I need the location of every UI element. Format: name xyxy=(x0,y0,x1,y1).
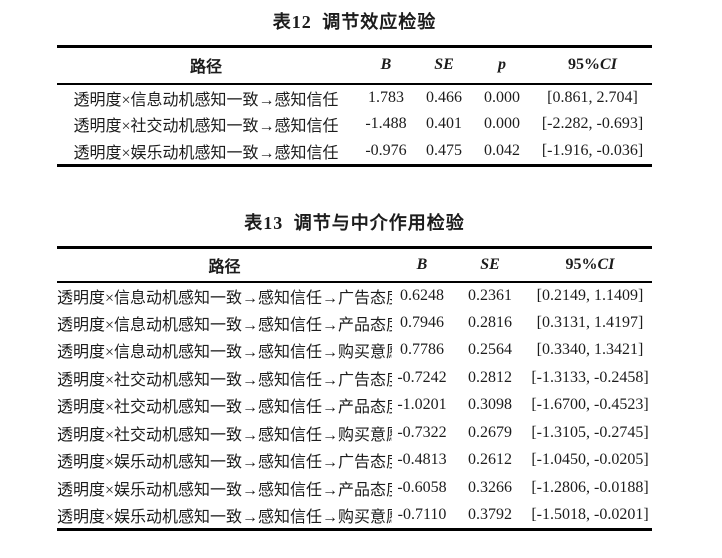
cell-b: -0.976 xyxy=(365,141,407,159)
col-header-se: SE xyxy=(452,248,528,282)
cell-path: 透明度×信息动机感知一致→感知信任→购买意愿 xyxy=(57,344,392,362)
cell-b: 0.7786 xyxy=(400,341,444,359)
table-row: 透明度×娱乐动机感知一致→感知信任 -0.976 0.475 0.042 [-1… xyxy=(57,138,652,166)
cell-b: 0.6248 xyxy=(400,286,444,304)
cell-ci: [-1.6700, -0.4523] xyxy=(531,396,649,414)
cell-path: 透明度×信息动机感知一致→感知信任→产品态度 xyxy=(57,316,392,334)
table-row: 透明度×社交动机感知一致→感知信任→产品态度 -1.0201 0.3098 [-… xyxy=(57,392,652,420)
cell-se: 0.466 xyxy=(426,88,462,106)
col-header-path: 路径 xyxy=(208,258,241,276)
cell-se: 0.2612 xyxy=(468,451,512,469)
table-row: 透明度×信息动机感知一致→感知信任→产品态度 0.7946 0.2816 [0.… xyxy=(57,309,652,337)
table-row: 透明度×信息动机感知一致→感知信任 1.783 0.466 0.000 [0.8… xyxy=(57,84,652,111)
moderation-effect-table: 路径 B SE p 95%CI 透明度×信息动机感知一致→感知信任 1.783 … xyxy=(57,45,652,167)
se-label: SE xyxy=(480,255,500,273)
cell-b: -0.7322 xyxy=(397,423,447,441)
cell-b: -0.7242 xyxy=(397,368,447,386)
cell-ci: [0.3340, 1.3421] xyxy=(536,341,644,359)
cell-b: -0.7110 xyxy=(397,505,447,523)
cell-se: 0.2812 xyxy=(468,368,512,386)
cell-se: 0.2679 xyxy=(468,423,512,441)
table-row: 透明度×娱乐动机感知一致→感知信任→广告态度 -0.4813 0.2612 [-… xyxy=(57,447,652,475)
cell-se: 0.2361 xyxy=(468,286,512,304)
cell-ci: [-1.2806, -0.0188] xyxy=(531,478,649,496)
cell-ci: [-1.916, -0.036] xyxy=(541,141,644,159)
cell-path: 透明度×娱乐动机感知一致→感知信任→广告态度 xyxy=(57,454,392,472)
cell-path: 透明度×信息动机感知一致→感知信任→广告态度 xyxy=(57,289,392,307)
col-header-b: B xyxy=(355,47,417,84)
cell-ci: [0.861, 2.704] xyxy=(547,88,638,106)
cell-b: -1.488 xyxy=(365,115,407,133)
table-row: 透明度×社交动机感知一致→感知信任→购买意愿 -0.7322 0.2679 [-… xyxy=(57,419,652,447)
cell-b: 0.7946 xyxy=(400,313,444,331)
table12-header-row: 路径 B SE p 95%CI xyxy=(57,46,652,84)
col-header-ci: 95%CI xyxy=(533,47,652,84)
ci-pct-label: 95% xyxy=(568,56,601,74)
cell-se: 0.401 xyxy=(426,115,462,133)
cell-b: 1.783 xyxy=(368,88,404,106)
cell-se: 0.2816 xyxy=(468,313,512,331)
col-header-p: p xyxy=(471,47,533,84)
cell-path: 透明度×社交动机感知一致→感知信任 xyxy=(73,118,339,136)
cell-se: 0.3792 xyxy=(468,505,512,523)
table13-title: 表13 调节与中介作用检验 xyxy=(244,213,465,233)
p-label: p xyxy=(498,56,506,74)
col-header-path: 路径 xyxy=(189,59,222,77)
cell-ci: [-1.5018, -0.0201] xyxy=(531,505,649,523)
cell-path: 透明度×社交动机感知一致→感知信任→购买意愿 xyxy=(57,426,392,444)
cell-path: 透明度×娱乐动机感知一致→感知信任→产品态度 xyxy=(57,481,392,499)
col-header-b: B xyxy=(392,248,452,282)
cell-ci: [-2.282, -0.693] xyxy=(541,115,644,133)
table12-title: 表12 调节效应检验 xyxy=(272,12,437,32)
cell-path: 透明度×社交动机感知一致→感知信任→广告态度 xyxy=(57,371,392,389)
cell-path: 透明度×娱乐动机感知一致→感知信任→购买意愿 xyxy=(57,508,392,526)
cell-path: 透明度×娱乐动机感知一致→感知信任 xyxy=(73,144,339,162)
table-row: 透明度×娱乐动机感知一致→感知信任→产品态度 -0.6058 0.3266 [-… xyxy=(57,474,652,502)
cell-ci: [-1.3133, -0.2458] xyxy=(531,368,649,386)
cell-path: 透明度×社交动机感知一致→感知信任→产品态度 xyxy=(57,399,392,417)
cell-ci: [0.2149, 1.1409] xyxy=(536,286,644,304)
cell-ci: [-1.3105, -0.2745] xyxy=(531,423,649,441)
table13-header-row: 路径 B SE 95%CI xyxy=(57,247,652,282)
cell-b: -1.0201 xyxy=(397,396,447,414)
col-header-ci: 95%CI xyxy=(528,248,652,282)
cell-p: 0.042 xyxy=(484,141,520,159)
cell-ci: [-1.0450, -0.0205] xyxy=(531,451,649,469)
col-header-se: SE xyxy=(417,47,471,84)
se-label: SE xyxy=(434,56,454,74)
ci-label: CI xyxy=(600,56,617,74)
table-row: 透明度×社交动机感知一致→感知信任→广告态度 -0.7242 0.2812 [-… xyxy=(57,364,652,392)
cell-b: -0.4813 xyxy=(397,451,447,469)
cell-se: 0.2564 xyxy=(468,341,512,359)
moderated-mediation-table: 路径 B SE 95%CI 透明度×信息动机感知一致→感知信任→广告态度 0.6… xyxy=(57,246,652,531)
ci-pct-label: 95% xyxy=(565,255,598,273)
ci-label: CI xyxy=(597,255,615,273)
b-label: B xyxy=(380,56,392,74)
cell-p: 0.000 xyxy=(484,88,520,106)
cell-se: 0.3098 xyxy=(468,396,512,414)
cell-ci: [0.3131, 1.4197] xyxy=(536,313,644,331)
table-row: 透明度×信息动机感知一致→感知信任→广告态度 0.6248 0.2361 [0.… xyxy=(57,282,652,310)
cell-se: 0.475 xyxy=(426,141,462,159)
table-row: 透明度×娱乐动机感知一致→感知信任→购买意愿 -0.7110 0.3792 [-… xyxy=(57,502,652,529)
table-row: 透明度×信息动机感知一致→感知信任→购买意愿 0.7786 0.2564 [0.… xyxy=(57,337,652,365)
table-row: 透明度×社交动机感知一致→感知信任 -1.488 0.401 0.000 [-2… xyxy=(57,111,652,138)
cell-path: 透明度×信息动机感知一致→感知信任 xyxy=(73,91,339,109)
cell-p: 0.000 xyxy=(484,115,520,133)
cell-se: 0.3266 xyxy=(468,478,512,496)
cell-b: -0.6058 xyxy=(397,478,447,496)
b-label: B xyxy=(416,255,428,273)
